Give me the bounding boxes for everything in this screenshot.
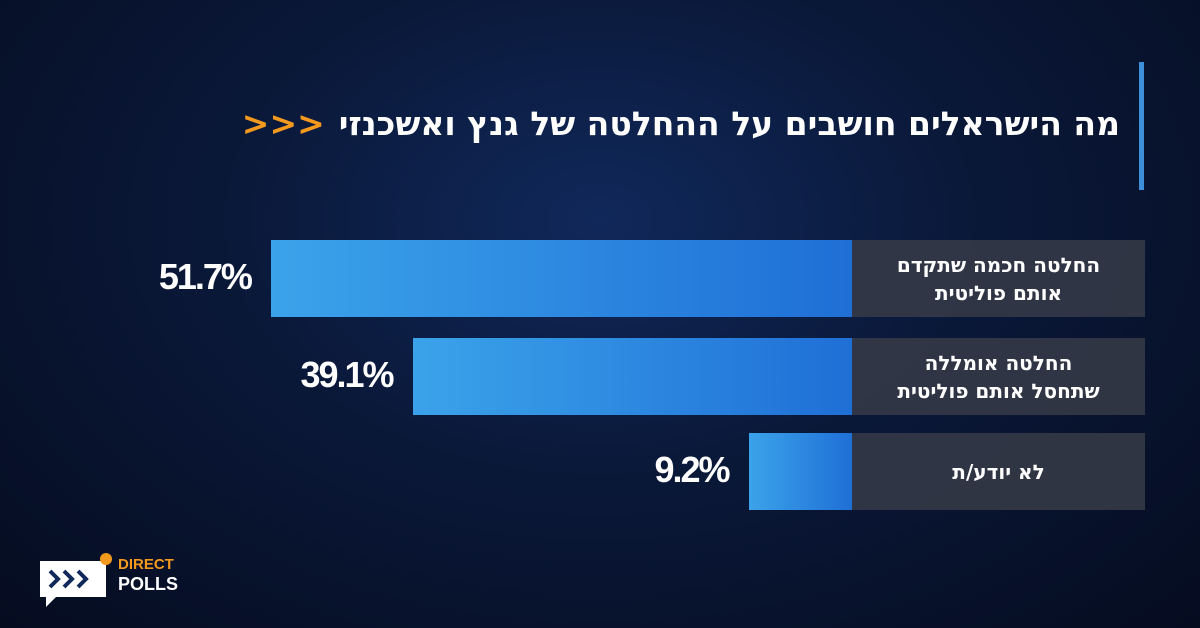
category-label: החלטה אומללה שתחסל אותם פוליטית [852,338,1145,415]
bar [270,240,852,317]
title-accent [1139,62,1144,190]
value-label: 51.7% [158,256,253,297]
logo-line2: POLLS [118,574,179,594]
chart-title: מה הישראלים חושבים על ההחלטה של גנץ ואשכ… [338,104,1120,143]
logo-icon [40,553,112,607]
value-label: 9.2% [654,449,731,490]
value-label: 39.1% [300,354,394,395]
logo-line1: DIRECT [118,556,174,573]
title-marker: <<< [241,104,325,143]
title: מה הישראלים חושבים על ההחלטה של גנץ ואשכ… [242,104,1120,143]
bar [412,338,852,415]
category-label: החלטה חכמה שתקדם אותם פוליטית [852,240,1145,317]
category-label: לא יודע/ת [852,433,1145,510]
bar [748,433,852,510]
